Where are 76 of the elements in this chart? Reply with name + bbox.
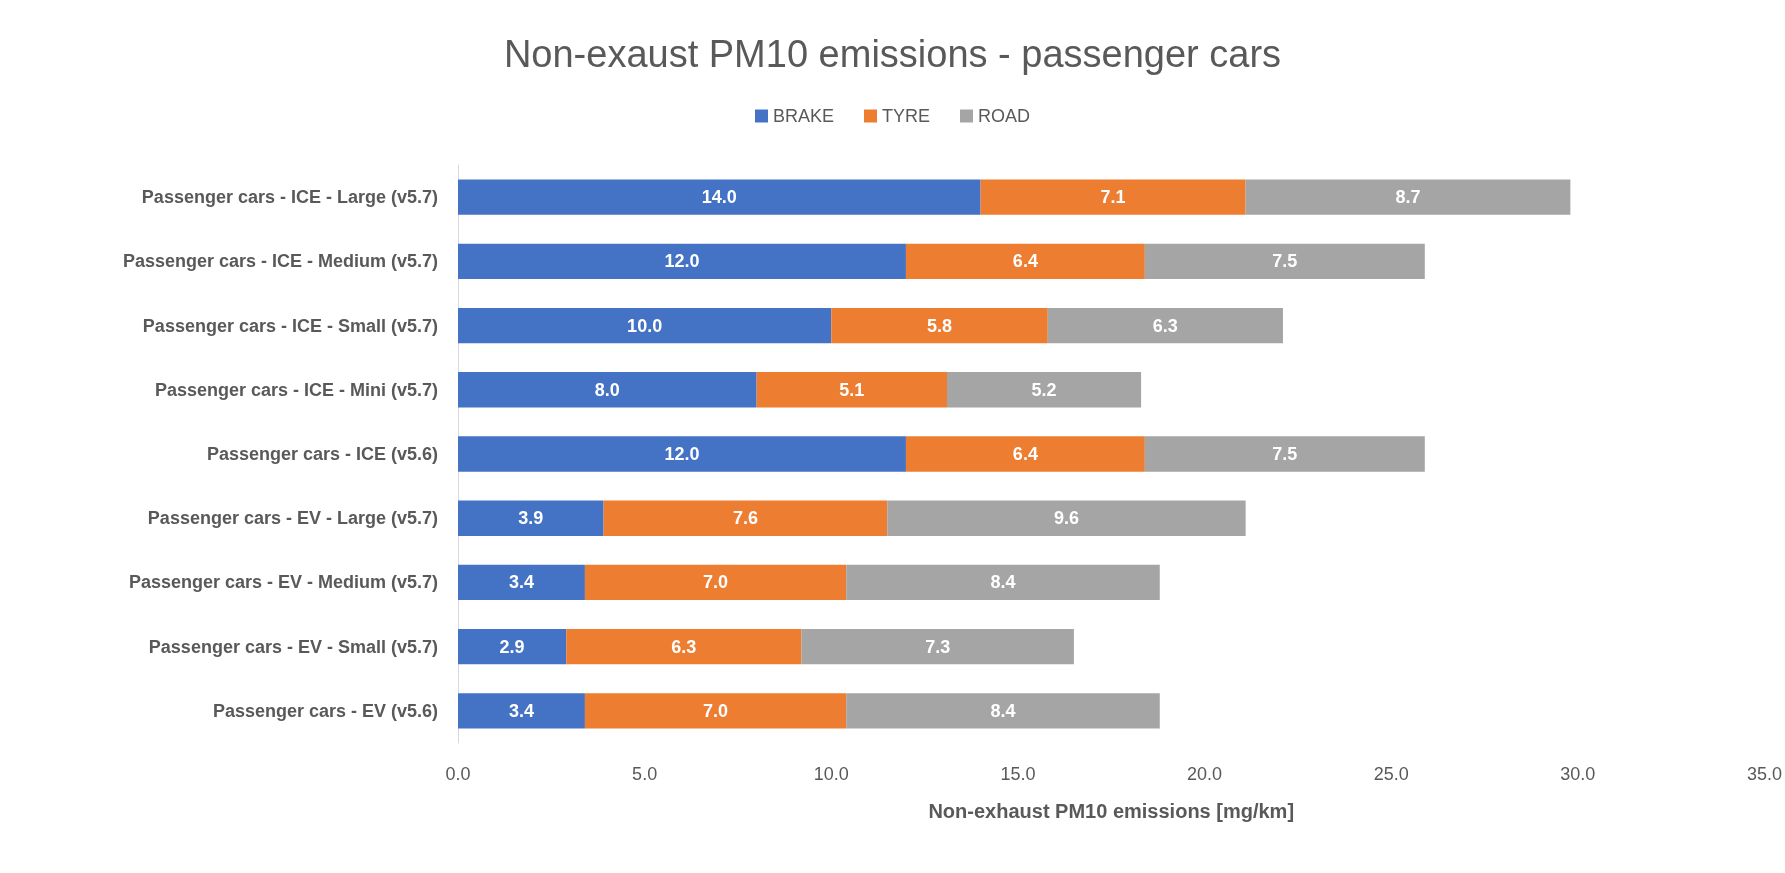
data-label: 6.4 — [1012, 251, 1038, 272]
bar — [905, 243, 1145, 279]
bar — [1144, 243, 1425, 279]
data-label: 12.0 — [664, 444, 700, 464]
y-tick-label: Passenger cars - EV - Medium (v5.7) — [128, 572, 438, 593]
data-label: 7.5 — [1272, 444, 1298, 464]
y-tick-label: Passenger cars - EV (v5.6) — [212, 700, 438, 721]
bar — [458, 436, 906, 472]
bar — [458, 500, 604, 536]
data-label: 7.5 — [1272, 251, 1298, 272]
bar — [458, 693, 585, 729]
bar — [458, 243, 906, 279]
chart-title: Non-exaust PM10 emissions - passenger cars — [503, 33, 1282, 75]
data-label: 5.2 — [1031, 379, 1057, 400]
bar — [584, 564, 847, 601]
bar — [458, 564, 585, 601]
data-label: 7.3 — [925, 636, 951, 657]
data-label: 3.9 — [518, 508, 544, 529]
bar — [1245, 179, 1571, 215]
data-label: 7.1 — [1100, 187, 1126, 208]
x-tick-label: 35.0 — [1746, 764, 1783, 784]
bar — [1047, 307, 1283, 344]
data-label: 12.0 — [664, 251, 700, 272]
bar — [846, 564, 1160, 601]
x-tick-label: 25.0 — [1373, 764, 1409, 784]
bar — [756, 372, 947, 408]
bar — [566, 629, 802, 665]
bar — [947, 372, 1142, 408]
x-tick-label: 15.0 — [1000, 764, 1036, 784]
data-label: 7.6 — [732, 508, 758, 529]
x-tick-label: 0.0 — [445, 764, 471, 784]
data-label: 7.0 — [703, 700, 729, 721]
bar — [603, 500, 888, 536]
bar — [458, 629, 567, 665]
bar — [831, 307, 1048, 344]
y-tick-label: Passenger cars - EV - Small (v5.7) — [148, 636, 438, 657]
data-label: 8.4 — [990, 572, 1016, 593]
x-tick-label: 5.0 — [632, 764, 658, 784]
bar — [458, 372, 757, 408]
y-tick-label: Passenger cars - ICE (v5.6) — [206, 444, 438, 464]
y-tick-label: Passenger cars - ICE - Large (v5.7) — [141, 187, 438, 208]
data-label: 6.3 — [1152, 315, 1178, 336]
x-tick-label: 30.0 — [1560, 764, 1596, 784]
x-tick-label: 10.0 — [813, 764, 849, 784]
bar — [458, 179, 981, 215]
bar — [801, 629, 1074, 665]
bar — [584, 693, 847, 729]
data-label: 8.4 — [990, 700, 1016, 721]
bar — [458, 307, 832, 344]
data-label: 9.6 — [1053, 508, 1079, 529]
data-label: 6.4 — [1012, 444, 1038, 464]
data-label: 5.1 — [839, 379, 865, 400]
data-label: 10.0 — [627, 315, 663, 336]
legend-label: BRAKE — [772, 106, 835, 126]
data-label: 14.0 — [701, 187, 737, 208]
bar — [887, 500, 1246, 536]
y-tick-label: Passenger cars - ICE - Medium (v5.7) — [122, 251, 438, 272]
data-label: 2.9 — [499, 636, 525, 657]
data-label: 8.0 — [594, 379, 620, 400]
data-label: 6.3 — [671, 636, 697, 657]
bar — [1144, 436, 1425, 472]
bar — [905, 436, 1145, 472]
y-tick-label: Passenger cars - ICE - Mini (v5.7) — [154, 379, 438, 400]
data-label: 8.7 — [1395, 187, 1421, 208]
legend-label: TYRE — [882, 106, 931, 126]
data-label: 5.8 — [927, 315, 953, 336]
y-tick-label: Passenger cars - EV - Large (v5.7) — [147, 508, 438, 529]
bar — [846, 693, 1160, 729]
data-label: 3.4 — [508, 700, 534, 721]
y-tick-label: Passenger cars - ICE - Small (v5.7) — [142, 315, 438, 336]
data-label: 7.0 — [703, 572, 729, 593]
data-label: 3.4 — [508, 572, 534, 593]
x-tick-label: 20.0 — [1187, 764, 1223, 784]
x-axis-title: Non-exhaust PM10 emissions [mg/km] — [928, 800, 1295, 822]
bar — [980, 179, 1246, 215]
legend-label: ROAD — [978, 106, 1031, 126]
